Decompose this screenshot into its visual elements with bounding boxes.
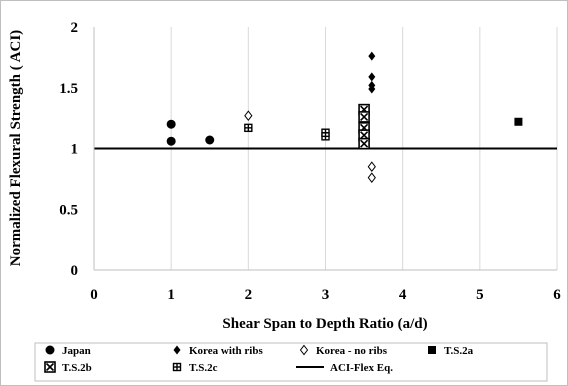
legend-marker <box>299 344 309 356</box>
x-tick-label: 2 <box>245 287 253 303</box>
x-tick-label: 0 <box>90 287 98 303</box>
legend-box <box>34 342 548 382</box>
y-tick-label: 1 <box>71 142 79 158</box>
x-axis-title: Shear Span to Depth Ratio (a/d) <box>222 316 427 332</box>
data-point <box>367 161 376 173</box>
x-tick-label: 6 <box>553 287 561 303</box>
tick-labels: 0 1 2 3 4 5 6 0 0.5 1 1.5 2 <box>59 20 561 303</box>
data-point <box>514 117 523 126</box>
legend-label: T.S.2c <box>189 362 218 374</box>
x-tick-label: 3 <box>322 287 330 303</box>
legend-marker <box>172 362 182 372</box>
data-points <box>166 51 523 183</box>
x-tick-label: 1 <box>167 287 175 303</box>
legend-label: ACI-Flex Eq. <box>330 362 393 374</box>
data-point <box>321 132 330 141</box>
data-point <box>368 84 376 94</box>
y-axis-title: Normalized Flexural Strength ( ACI) <box>8 30 24 266</box>
legend-marker <box>173 345 181 355</box>
legend-marker <box>44 361 56 373</box>
data-point <box>367 172 376 183</box>
data-point <box>368 51 376 61</box>
legend: Japan Korea with ribs Korea - no ribs T.S.2… <box>34 342 548 382</box>
legend-marker <box>428 346 436 354</box>
data-point <box>166 136 176 146</box>
data-point <box>358 111 370 123</box>
legend-label: Korea with ribs <box>189 345 263 357</box>
data-point <box>358 137 370 150</box>
x-tick-label: 4 <box>399 287 407 303</box>
y-tick-label: 2 <box>71 20 79 36</box>
x-tick-label: 5 <box>476 287 484 303</box>
y-tick-label: 1.5 <box>59 81 78 97</box>
legend-label: T.S.2b <box>62 362 92 374</box>
legend-label: Japan <box>62 345 91 357</box>
legend-marker <box>45 345 55 355</box>
y-tick-label: 0.5 <box>59 202 78 218</box>
data-point <box>205 135 215 145</box>
data-point <box>368 72 376 82</box>
legend-label: T.S.2a <box>444 345 474 357</box>
data-point <box>244 110 253 122</box>
axes <box>93 27 557 271</box>
data-point <box>244 123 253 133</box>
y-tick-label: 0 <box>71 263 79 279</box>
data-point <box>166 119 176 129</box>
legend-label: Korea - no ribs <box>316 345 388 357</box>
